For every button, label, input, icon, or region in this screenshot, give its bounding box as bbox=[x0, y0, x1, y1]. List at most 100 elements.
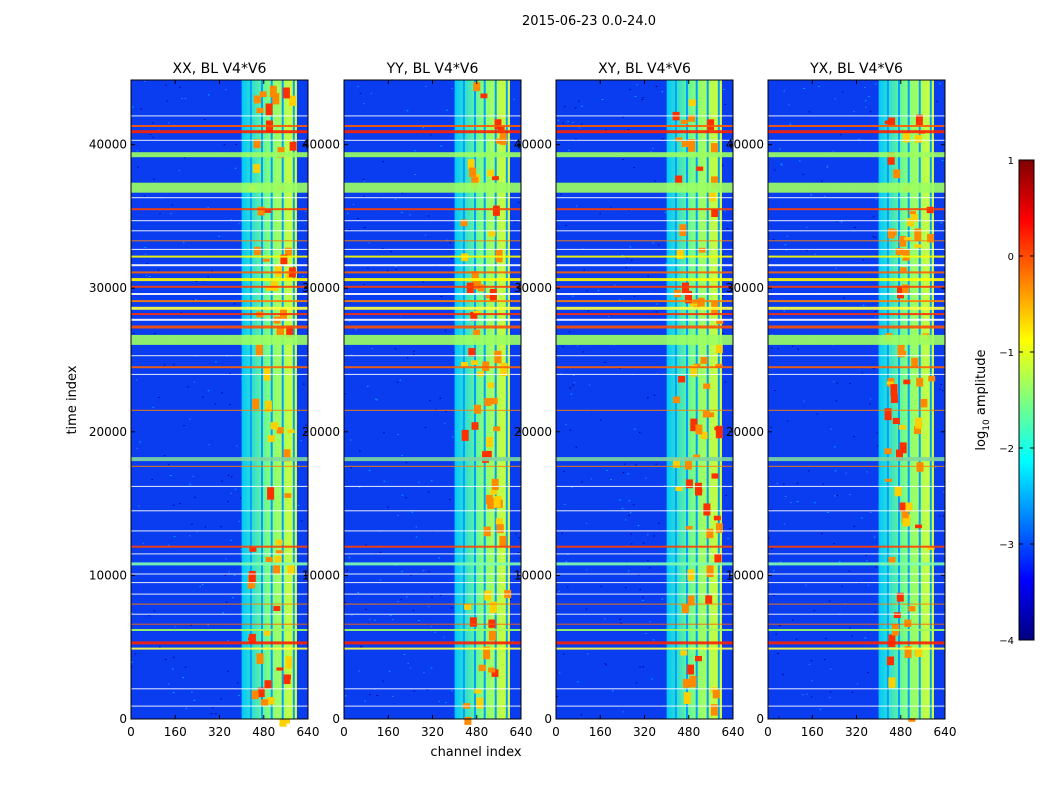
noise-pixel bbox=[233, 575, 236, 577]
band-hotspot bbox=[687, 569, 695, 581]
noise-pixel bbox=[840, 134, 842, 136]
noise-pixel bbox=[644, 477, 647, 479]
band-hotspot bbox=[715, 363, 723, 368]
time-stripe bbox=[768, 530, 945, 532]
noise-pixel bbox=[647, 559, 649, 561]
noise-pixel bbox=[788, 104, 790, 106]
band-hotspot bbox=[484, 590, 492, 601]
band-hotspot bbox=[488, 230, 496, 237]
noise-pixel bbox=[562, 346, 564, 347]
noise-pixel bbox=[819, 708, 822, 710]
noise-pixel bbox=[561, 532, 563, 534]
noise-pixel bbox=[622, 711, 624, 713]
noise-pixel bbox=[585, 522, 588, 524]
band-hotspot bbox=[470, 311, 478, 321]
time-stripe bbox=[768, 220, 945, 222]
time-stripe bbox=[556, 593, 733, 595]
noise-pixel bbox=[854, 227, 856, 228]
time-stripe bbox=[344, 182, 521, 193]
noise-pixel bbox=[509, 599, 512, 600]
band-hotspot bbox=[715, 344, 723, 354]
band-hotspot bbox=[673, 458, 680, 468]
time-stripe bbox=[556, 125, 733, 127]
time-stripe bbox=[556, 641, 733, 645]
noise-pixel bbox=[172, 656, 175, 658]
channel-gap-line bbox=[886, 80, 889, 719]
noise-pixel bbox=[803, 400, 805, 402]
noise-pixel bbox=[605, 129, 607, 131]
time-stripe bbox=[768, 208, 945, 211]
noise-pixel bbox=[211, 270, 213, 272]
band-hotspot bbox=[888, 634, 896, 648]
channel-gap-line bbox=[249, 80, 252, 719]
noise-pixel bbox=[784, 496, 787, 497]
band-hotspot bbox=[693, 454, 701, 459]
band-hotspot bbox=[494, 350, 502, 363]
band-hotspot bbox=[253, 164, 261, 173]
time-stripe bbox=[768, 593, 945, 595]
time-stripe bbox=[131, 465, 308, 467]
noise-pixel bbox=[363, 180, 366, 182]
x-tick-label: 320 bbox=[208, 725, 231, 739]
noise-pixel bbox=[359, 450, 361, 452]
noise-pixel bbox=[234, 488, 237, 490]
noise-pixel bbox=[573, 382, 576, 384]
time-stripe bbox=[131, 409, 308, 411]
band-hotspot bbox=[493, 498, 501, 508]
noise-pixel bbox=[236, 445, 238, 447]
band-hotspot bbox=[495, 518, 503, 525]
noise-pixel bbox=[446, 239, 448, 241]
time-stripe bbox=[768, 613, 945, 615]
colorbar-ticks: 1 0 −1 −2 −3 −4 bbox=[999, 156, 1034, 647]
band-hotspot bbox=[710, 143, 718, 154]
noise-pixel bbox=[868, 96, 870, 97]
noise-pixel bbox=[779, 561, 782, 563]
noise-pixel bbox=[397, 434, 399, 435]
noise-pixel bbox=[149, 276, 151, 277]
time-stripe bbox=[768, 603, 945, 605]
noise-pixel bbox=[153, 610, 156, 612]
time-stripe bbox=[768, 373, 945, 375]
noise-pixel bbox=[152, 122, 154, 124]
time-stripe bbox=[344, 366, 521, 369]
noise-pixel bbox=[818, 85, 820, 87]
noise-pixel bbox=[185, 707, 188, 709]
band-hotspot bbox=[469, 167, 477, 178]
noise-pixel bbox=[388, 670, 391, 672]
band-hotspot bbox=[474, 404, 481, 414]
noise-pixel bbox=[790, 502, 792, 504]
time-stripe bbox=[768, 278, 945, 282]
noise-pixel bbox=[936, 100, 938, 102]
noise-pixel bbox=[652, 639, 655, 641]
noise-pixel bbox=[435, 409, 438, 411]
time-stripe bbox=[131, 562, 308, 566]
noise-pixel bbox=[636, 84, 638, 86]
noise-pixel bbox=[193, 699, 196, 701]
time-stripe bbox=[344, 334, 521, 345]
band-hotspot bbox=[275, 539, 283, 545]
noise-pixel bbox=[814, 253, 816, 255]
noise-pixel bbox=[658, 522, 660, 524]
noise-pixel bbox=[368, 618, 371, 620]
time-stripe bbox=[556, 623, 733, 625]
band-hotspot bbox=[254, 246, 262, 256]
noise-pixel bbox=[449, 242, 452, 244]
time-stripe bbox=[131, 373, 308, 375]
noise-pixel bbox=[810, 194, 812, 196]
band-hotspot bbox=[886, 381, 894, 385]
noise-pixel bbox=[569, 387, 572, 389]
time-stripe bbox=[556, 197, 733, 199]
channel-gap-line bbox=[695, 80, 698, 719]
time-stripe bbox=[556, 208, 733, 211]
noise-pixel bbox=[410, 574, 412, 576]
band-hotspot bbox=[493, 426, 501, 432]
noise-pixel bbox=[572, 295, 574, 297]
noise-pixel bbox=[604, 361, 606, 363]
noise-pixel bbox=[360, 645, 363, 647]
noise-pixel bbox=[810, 660, 813, 662]
noise-pixel bbox=[406, 596, 408, 598]
time-stripe bbox=[556, 313, 733, 316]
band-hotspot bbox=[275, 550, 283, 555]
noise-pixel bbox=[853, 525, 856, 527]
noise-pixel bbox=[655, 86, 658, 87]
